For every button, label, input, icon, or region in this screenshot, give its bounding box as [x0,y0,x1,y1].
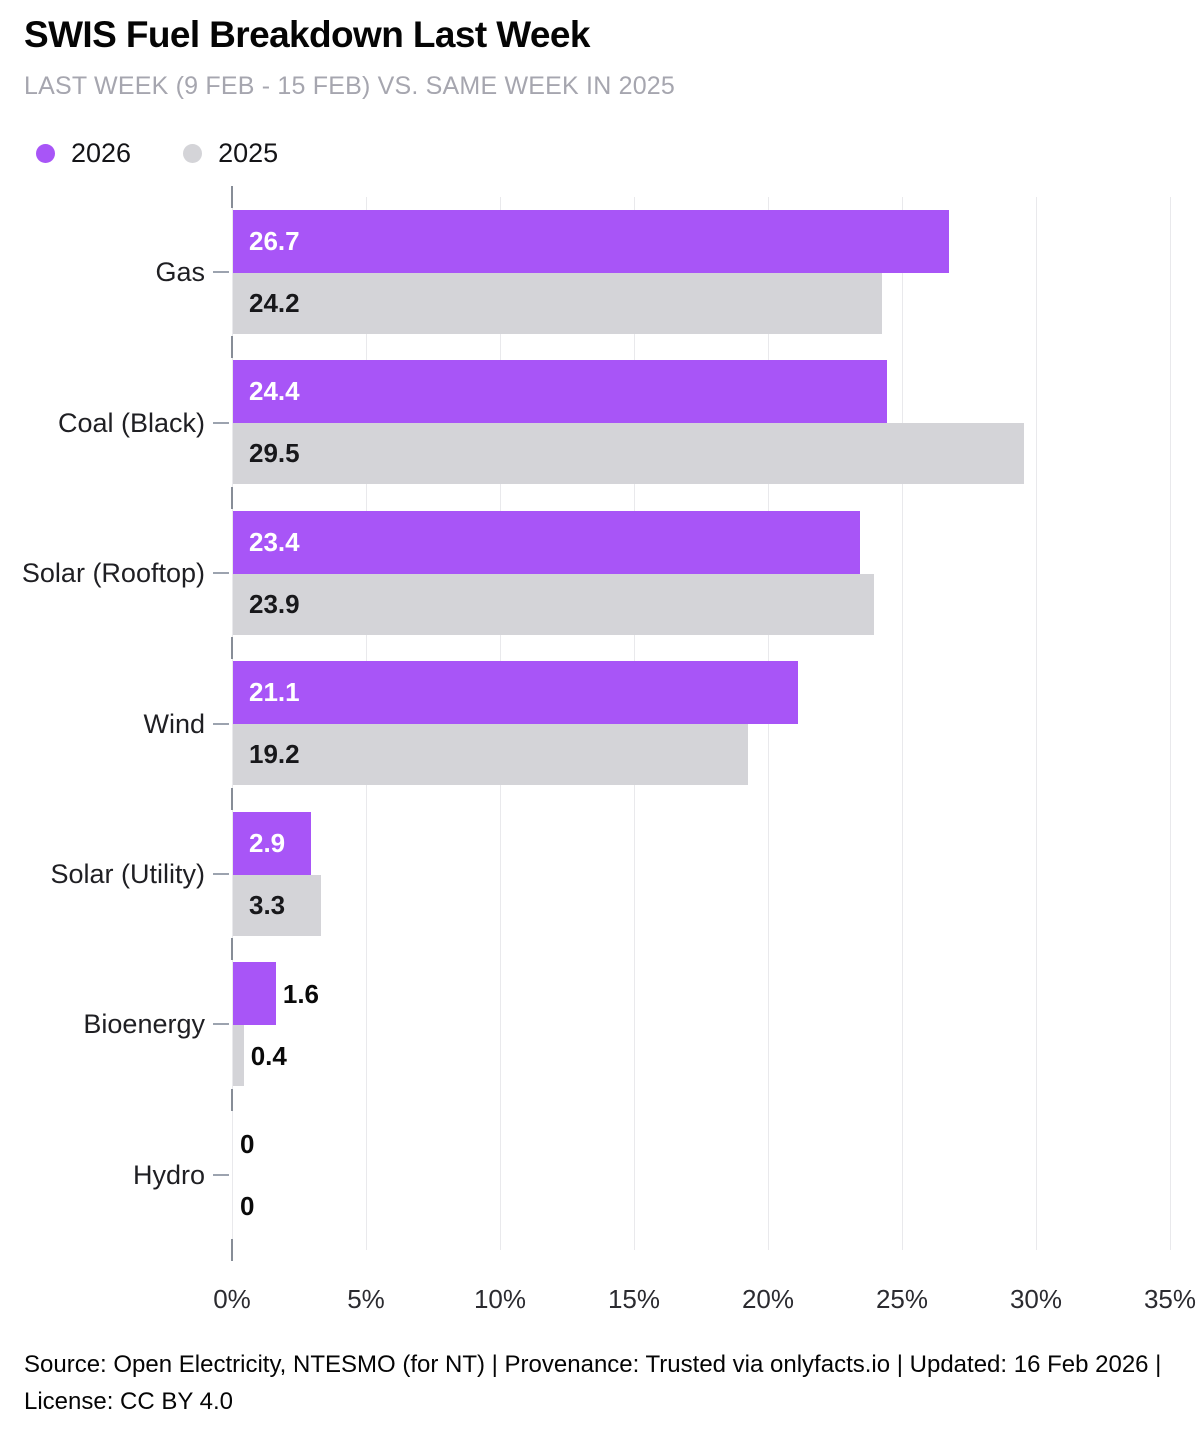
x-axis-tick-label: 35% [1143,1284,1197,1314]
category-label: Solar (Rooftop) [21,558,205,589]
bar-value-label: 23.4 [249,526,300,557]
bar-group-Wind: 21.1 19.2 [232,648,1170,798]
bar-2026-Solar (Utility): 2.9 [233,811,311,875]
legend-swatch-icon [36,144,55,163]
bar-value-label: 24.4 [249,376,300,407]
gridline [902,197,903,1250]
legend-label: 2026 [71,138,132,168]
category-label: Bioenergy [83,1009,205,1040]
plot-area: 26.7 24.2 24.4 29.5 23.4 23.9 21.1 19.2 2.9 3.3 1.… [232,197,1171,1250]
category-label: Gas [155,257,205,288]
bar-group-Coal (Black): 24.4 29.5 [232,347,1170,497]
bar-value-label: 0 [240,1191,255,1222]
bar-value-label: 2.9 [249,827,286,858]
bar-2026-Bioenergy [233,962,276,1026]
bar-2025-Solar (Utility): 3.3 [233,874,322,936]
bar-value-label: 21.1 [249,677,300,708]
bar-group-Solar (Rooftop): 23.4 23.9 [232,498,1170,648]
bar-value-label: 23.9 [249,588,300,619]
bar-value-label: 0.4 [250,1040,287,1071]
bar-value-label: 3.3 [249,889,286,920]
bar-2025-Bioenergy [233,1025,244,1087]
gridline [1036,197,1037,1250]
legend: 2026 2025 [36,138,278,169]
category-tick [213,1173,229,1176]
bar-group-Solar (Utility): 2.9 3.3 [232,799,1170,949]
y-axis-band-tick [231,1239,233,1261]
bar-2025-Solar (Rooftop): 23.9 [233,573,874,635]
x-axis-tick-label: 25% [875,1284,929,1314]
x-axis-tick-label: 30% [1009,1284,1063,1314]
bar-value-label: 19.2 [249,739,300,770]
legend-item-2025[interactable]: 2025 [183,138,278,169]
x-axis-tick-label: 10% [473,1284,527,1314]
bar-group-Bioenergy: 1.6 0.4 [232,949,1170,1099]
x-axis-tick-label: 20% [741,1284,795,1314]
y-axis-band-tick [231,186,233,208]
category-tick [213,572,229,575]
legend-item-2026[interactable]: 2026 [36,138,131,169]
category-label: Hydro [132,1159,205,1190]
source-attribution: Source: Open Electricity, NTESMO (for NT… [24,1351,1162,1416]
category-tick [213,421,229,424]
category-tick [213,872,229,875]
bar-value-label: 1.6 [282,978,320,1009]
bar-value-label: 24.2 [249,288,300,318]
y-axis-band-tick [231,1088,233,1111]
bar-value-label: 26.7 [249,226,300,256]
x-axis-tick-label: 15% [607,1284,661,1314]
y-axis-band-tick [231,486,233,509]
bar-2026-Gas: 26.7 [233,210,949,273]
legend-swatch-icon [183,144,203,163]
page-title: SWIS Fuel Breakdown Last Week [24,14,590,55]
bar-2025-Coal (Black): 29.5 [233,423,1024,485]
legend-label: 2025 [218,138,279,168]
x-axis-tick-label: 0% [213,1284,251,1314]
bar-2026-Coal (Black): 24.4 [233,360,887,424]
bar-value-label: 0 [240,1129,255,1160]
x-axis-tick-label: 5% [347,1284,385,1314]
category-tick [213,722,229,725]
y-axis-band-tick [231,637,233,660]
category-label: Coal (Black) [57,407,205,438]
bar-2025-Gas: 24.2 [233,273,882,334]
gridline [1170,197,1171,1250]
bar-2026-Solar (Rooftop): 23.4 [233,510,861,574]
gridline [232,197,233,1250]
category-label: Solar (Utility) [50,858,205,889]
bar-value-label: 29.5 [249,438,300,469]
y-axis-band-tick [231,938,233,961]
bar-2026-Wind: 21.1 [233,661,799,725]
category-tick [213,271,229,274]
bar-2025-Wind: 19.2 [233,724,748,786]
page-subtitle: LAST WEEK (9 FEB - 15 FEB) VS. SAME WEEK… [24,72,676,100]
category-tick [213,1023,229,1026]
category-label: Wind [143,708,205,739]
y-axis-band-tick [231,336,233,359]
bar-group-Gas: 26.7 24.2 [232,197,1170,347]
y-axis-band-tick [231,787,233,810]
